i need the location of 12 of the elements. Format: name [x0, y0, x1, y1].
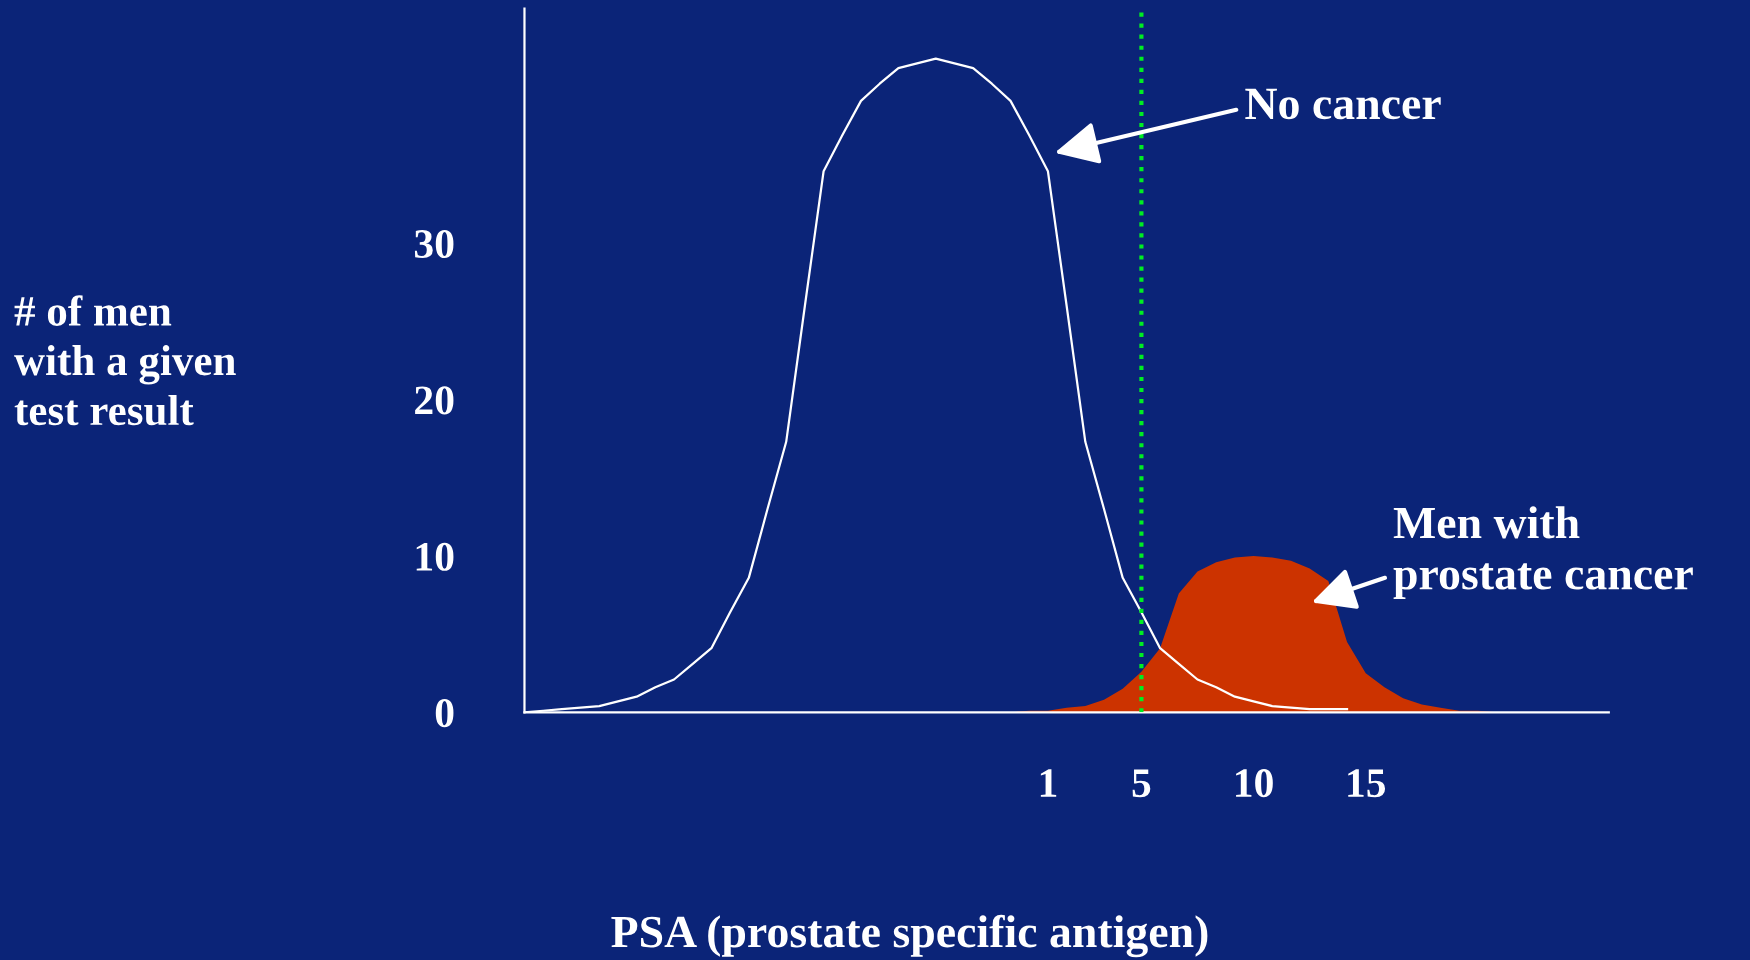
x-tick-label: 5	[1132, 769, 1151, 798]
y-tick-label: 30	[414, 229, 454, 259]
x-tick-label: 15	[1348, 769, 1386, 798]
annotation: Men with prostate cancer	[1393, 506, 1693, 599]
x-tick-label: 10	[1236, 769, 1273, 798]
y-tick-label: 10	[416, 542, 454, 571]
x-tick-label: 1	[1040, 769, 1057, 797]
y-axis-title: # of men with a given test result	[14, 295, 236, 426]
annotation: No cancer	[1245, 88, 1441, 120]
x-axis-title: PSA (prostate specific antigen)	[611, 914, 1208, 958]
y-tick-label: 0	[435, 699, 454, 728]
y-tick-label: 20	[415, 386, 454, 415]
